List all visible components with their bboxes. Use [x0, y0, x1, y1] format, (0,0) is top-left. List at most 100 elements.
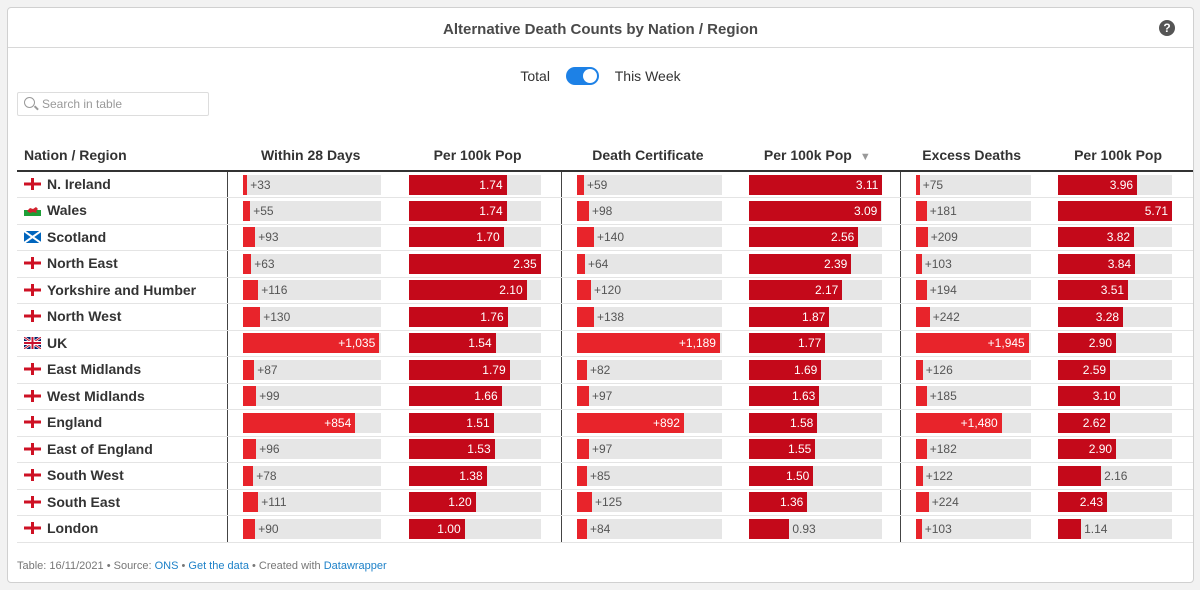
toggle-switch[interactable]	[565, 67, 599, 86]
region-name-cell: West Midlands	[17, 383, 229, 410]
region-name-cell: East Midlands	[17, 356, 229, 384]
region-name-cell: East of England	[17, 436, 229, 463]
col-header-w28-per-100k[interactable]: Per 100k Pop	[393, 139, 562, 172]
region-name-cell: London	[17, 515, 229, 543]
col-header-ex-per-100k[interactable]: Per 100k Pop	[1043, 139, 1193, 172]
bar-cell: +1,189	[576, 333, 722, 354]
col-header-death-certificate[interactable]: Death Certificate	[561, 139, 735, 172]
cell-w28: +87	[227, 356, 394, 384]
bar-track	[576, 386, 722, 407]
cell-dcp: 0.93	[734, 515, 901, 543]
table-row[interactable]: Yorkshire and Humber +116 2.10 +120 2.17 +194…	[17, 277, 1193, 304]
bar-cell: +194	[915, 280, 1031, 301]
cell-dcp: 1.36	[734, 489, 901, 516]
bar-cell: 3.82	[1058, 227, 1173, 248]
bar-value-label: 1.74	[479, 177, 503, 192]
cell-ex: +185	[900, 383, 1044, 410]
table-row[interactable]: North East +63 2.35 +64 2.39 +103 3.84	[17, 250, 1193, 278]
table-row[interactable]: East of England +96 1.53 +97 1.55 +182 2.90	[17, 436, 1193, 463]
datawrapper-link[interactable]: Datawrapper	[323, 560, 387, 572]
cell-w28: +96	[227, 436, 394, 463]
bar-value-label: +75	[922, 177, 944, 192]
col-header-excess-deaths[interactable]: Excess Deaths	[900, 139, 1044, 172]
bar-cell: 1.55	[749, 439, 883, 460]
bar-fill	[243, 439, 257, 460]
bar-value-label: 3.82	[1106, 230, 1131, 245]
table-row[interactable]: East Midlands +87 1.79 +82 1.69 +126 2.59	[17, 356, 1193, 384]
cell-w28p: 1.51	[393, 409, 562, 437]
help-icon[interactable]: ?	[1159, 20, 1175, 36]
bar-value-label: +1,035	[338, 336, 376, 351]
bar-cell: +185	[915, 386, 1031, 407]
search-input[interactable]	[42, 95, 202, 113]
bar-cell: 2.56	[749, 227, 883, 248]
bar-fill	[749, 306, 830, 327]
cell-dcp: 1.63	[734, 383, 901, 410]
cell-exp: 1.14	[1043, 515, 1193, 543]
table-row[interactable]: N. Ireland +33 1.74 +59 3.11 +75 3.96	[17, 171, 1193, 198]
bar-track	[243, 227, 382, 248]
bar-cell: +854	[243, 412, 382, 433]
chart-frame: Alternative Death Counts by Nation / Reg…	[7, 7, 1194, 583]
col-header-dc-per-100k[interactable]: Per 100k Pop ▼	[734, 139, 901, 172]
chart-title: Alternative Death Counts by Nation / Reg…	[442, 21, 759, 38]
region-name: Wales	[47, 202, 87, 219]
table-row[interactable]: South East +111 1.20 +125 1.36 +224 2.43	[17, 489, 1193, 516]
bar-track	[915, 306, 1031, 327]
source-link[interactable]: ONS	[154, 560, 179, 572]
bar-value-label: 3.10	[1092, 389, 1117, 404]
cell-w28p: 1.76	[393, 303, 562, 331]
bar-cell: +116	[243, 280, 382, 301]
bar-value-label: 2.43	[1079, 495, 1104, 510]
bar-cell: 1.66	[408, 386, 541, 407]
bar-track	[915, 439, 1031, 460]
bar-value-label: 3.09	[854, 203, 878, 218]
table-row[interactable]: London +90 1.00 +84 0.93 +103 1.14	[17, 515, 1193, 543]
cell-dcp: 1.58	[734, 409, 901, 437]
bar-track	[243, 306, 382, 327]
cell-dcp: 2.17	[734, 277, 901, 304]
bar-cell: 1.58	[749, 412, 883, 433]
bar-cell: 3.11	[749, 174, 883, 195]
bar-fill	[243, 174, 248, 195]
bar-cell: 1.54	[408, 333, 541, 354]
bar-fill	[915, 174, 920, 195]
bar-fill	[749, 200, 882, 221]
bar-cell: 1.00	[408, 518, 541, 539]
bar-track	[243, 518, 382, 539]
table-row[interactable]: UK +1,035 1.54 +1,189 1.77 +1,945 2.90	[17, 330, 1193, 357]
bar-value-label: +854	[324, 415, 352, 430]
search-box[interactable]	[17, 92, 209, 116]
region-name-cell: UK	[17, 330, 229, 357]
bar-fill	[408, 439, 495, 460]
col-header-within-28-days[interactable]: Within 28 Days	[227, 139, 394, 172]
table-row[interactable]: England +854 1.51 +892 1.58 +1,480 2.62	[17, 409, 1193, 437]
table-row[interactable]: Scotland +93 1.70 +140 2.56 +209 3.82	[17, 224, 1193, 251]
bar-value-label: +78	[256, 468, 277, 483]
table-row[interactable]: North West +130 1.76 +138 1.87 +242 3.28	[17, 303, 1193, 331]
bar-value-label: +82	[589, 362, 611, 377]
bar-cell: 1.69	[749, 359, 883, 380]
bar-cell: +75	[915, 174, 1031, 195]
table-row[interactable]: South West +78 1.38 +85 1.50 +122 2.16	[17, 462, 1193, 490]
bar-track	[576, 280, 722, 301]
bar-value-label: +64	[587, 256, 609, 271]
bar-cell: +120	[576, 280, 722, 301]
bar-value-label: +103	[924, 256, 952, 271]
toggle-label-total[interactable]: Total	[520, 68, 550, 85]
bar-cell: 1.36	[749, 492, 883, 513]
bar-fill	[1058, 306, 1124, 327]
bar-value-label: +98	[591, 203, 613, 218]
bar-cell: 2.16	[1058, 465, 1173, 486]
cell-ex: +224	[900, 489, 1044, 516]
get-data-link[interactable]: Get the data	[188, 560, 249, 572]
bar-track	[243, 439, 382, 460]
table-row[interactable]: West Midlands +99 1.66 +97 1.63 +185 3.10	[17, 383, 1193, 410]
bar-fill	[408, 200, 507, 221]
bar-fill	[408, 492, 476, 513]
toggle-label-this-week[interactable]: This Week	[614, 68, 681, 85]
bar-cell: 1.74	[408, 174, 541, 195]
bar-value-label: 1.38	[459, 468, 483, 483]
col-header-name[interactable]: Nation / Region	[17, 139, 228, 172]
table-row[interactable]: Wales +55 1.74 +98 3.09 +181 5.71	[17, 197, 1193, 225]
